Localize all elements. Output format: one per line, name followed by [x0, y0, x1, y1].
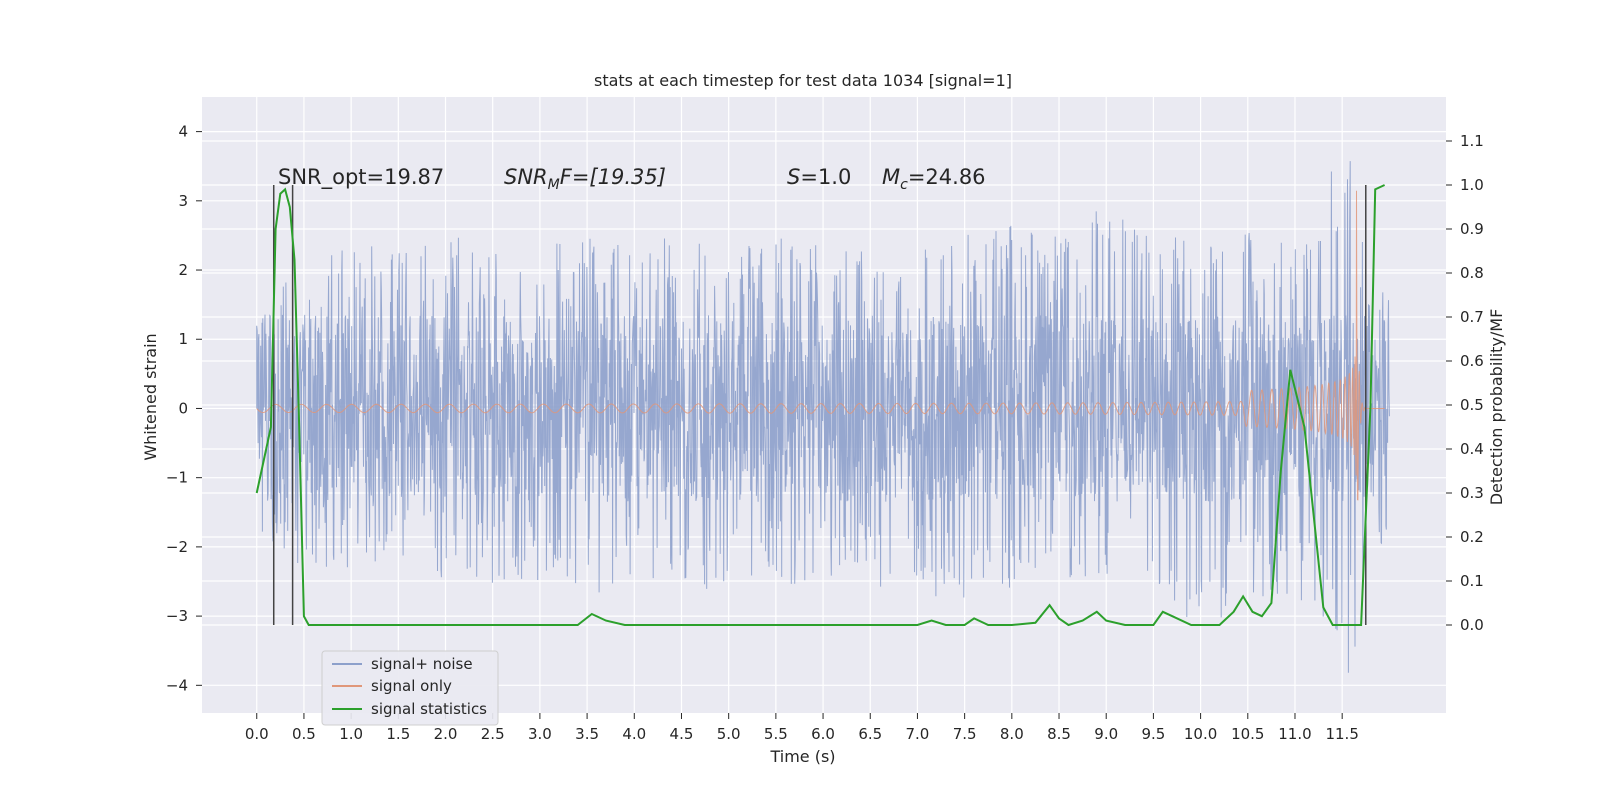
y-tick-label: −2 [166, 538, 188, 556]
x-tick-label: 11.0 [1278, 725, 1311, 743]
y-tick-label: −1 [166, 469, 188, 487]
x-tick-label: 6.0 [811, 725, 835, 743]
y-right-tick-label: 0.8 [1460, 264, 1484, 282]
legend: signal+ noise signal only signal statist… [321, 650, 499, 726]
annotation-s-rest: =1.0 [800, 165, 851, 189]
x-ticks: 0.0 0.5 1.0 1.5 2.0 2.5 3.0 3.5 4.0 4.5 5.0 5.5 6.0 6… [245, 713, 1359, 743]
y-right-tick-label: 0.7 [1460, 308, 1484, 326]
annotation-snr-mf-main: SNR [504, 165, 548, 189]
annotation-snr-mf-rest: F=[19.35] [560, 165, 666, 189]
annotation-mc-rest: =24.86 [908, 165, 986, 189]
y-axis-label: Whitened strain [141, 333, 160, 460]
x-tick-label: 4.0 [622, 725, 646, 743]
legend-label-signal: signal only [371, 677, 452, 695]
y-tick-label: 4 [178, 123, 188, 141]
x-tick-label: 10.5 [1231, 725, 1264, 743]
y-tick-label: 0 [178, 399, 188, 417]
x-tick-label: 0.5 [292, 725, 316, 743]
annotation-mc-main: M [882, 165, 900, 189]
x-tick-label: 9.5 [1141, 725, 1165, 743]
y-right-axis-label: Detection probability/MF [1487, 309, 1506, 506]
annotation-s-main: S [787, 165, 800, 189]
signal-statistics-series [255, 184, 1386, 627]
x-tick-label: 2.5 [481, 725, 505, 743]
x-tick-label: 8.5 [1047, 725, 1071, 743]
y-right-tick-label: 0.2 [1460, 528, 1484, 546]
annotation-mc-sub: c [900, 177, 908, 193]
x-tick-label: 7.5 [953, 725, 977, 743]
y-right-tick-label: 1.1 [1460, 132, 1484, 150]
y-right-tick-label: 0.5 [1460, 396, 1484, 414]
y-right-tick-label: 1.0 [1460, 176, 1484, 194]
legend-box [321, 650, 499, 726]
x-tick-label: 10.0 [1184, 725, 1217, 743]
y-right-tick-label: 0.6 [1460, 352, 1484, 370]
x-tick-label: 1.0 [339, 725, 363, 743]
x-tick-label: 5.0 [717, 725, 741, 743]
annotation-mc: Mc=24.86 [882, 165, 986, 193]
x-tick-label: 4.5 [670, 725, 694, 743]
annotation-snr-mf-sub: M [548, 177, 560, 193]
x-tick-label: 7.0 [906, 725, 930, 743]
x-tick-label: 3.5 [575, 725, 599, 743]
x-tick-label: 8.0 [1000, 725, 1024, 743]
y-right-tick-label: 0.0 [1460, 616, 1484, 634]
y-tick-label: −3 [166, 607, 188, 625]
y-right-tick-label: 0.4 [1460, 440, 1484, 458]
x-tick-label: 6.5 [858, 725, 882, 743]
noise-trace [256, 161, 1390, 673]
y-right-tick-label: 0.3 [1460, 484, 1484, 502]
y-tick-label: −4 [166, 676, 188, 694]
x-tick-label: 11.5 [1325, 725, 1358, 743]
vertical-markers [272, 185, 1367, 625]
x-tick-label: 0.0 [245, 725, 269, 743]
x-tick-label: 1.5 [386, 725, 410, 743]
noise-series [256, 161, 1390, 673]
annotations: SNR_opt=19.87 SNRMF=[19.35] S=1.0 Mc=24.… [278, 165, 986, 193]
x-tick-label: 2.0 [434, 725, 458, 743]
signal-only-trace [256, 190, 1385, 501]
x-axis-label: Time (s) [769, 747, 835, 766]
x-tick-label: 5.5 [764, 725, 788, 743]
x-tick-label: 9.0 [1094, 725, 1118, 743]
y-tick-label: 2 [178, 261, 188, 279]
y-ticks: 4 3 2 1 0 −1 −2 −3 −4 [166, 123, 202, 694]
signal-only-series [256, 190, 1385, 501]
legend-label-noise: signal+ noise [371, 655, 473, 673]
signal-statistics-trace [255, 184, 1386, 627]
y-right-tick-label: 0.1 [1460, 572, 1484, 590]
annotation-snr-opt: SNR_opt=19.87 [278, 165, 444, 190]
y-right-tick-label: 0.9 [1460, 220, 1484, 238]
annotation-s: S=1.0 [787, 165, 851, 189]
annotation-snr-mf: SNRMF=[19.35] [504, 165, 666, 193]
y-tick-label: 1 [178, 330, 188, 348]
legend-label-statistics: signal statistics [371, 700, 487, 718]
x-tick-label: 3.0 [528, 725, 552, 743]
chart-title: stats at each timestep for test data 103… [594, 71, 1012, 90]
y-right-ticks: 1.1 1.0 0.9 0.8 0.7 0.6 0.5 0.4 0.3 0.2 0.1 0.0 [1446, 132, 1484, 634]
y-tick-label: 3 [178, 192, 188, 210]
